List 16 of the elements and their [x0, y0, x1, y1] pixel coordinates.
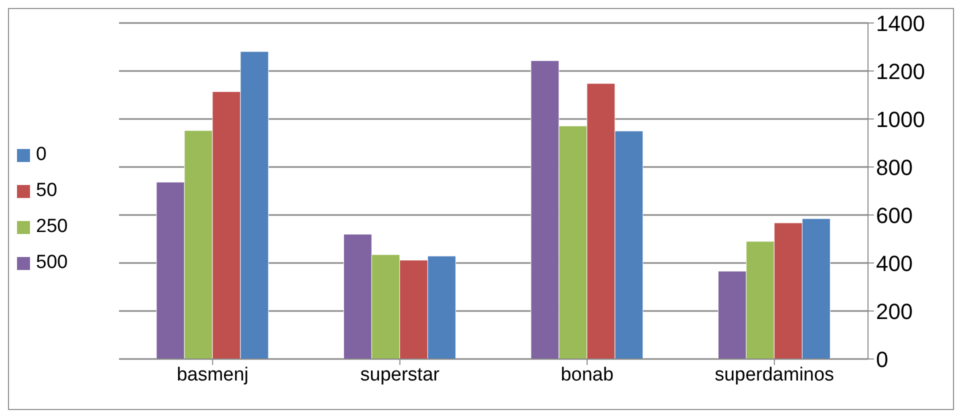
y-tick-label: 1200: [876, 58, 925, 84]
x-tick-label: superstar: [360, 364, 440, 386]
y-tick-label: 400: [876, 250, 913, 276]
legend-label: 250: [36, 216, 68, 238]
y-tick-label: 200: [876, 298, 913, 324]
legend-label: 0: [36, 144, 47, 166]
x-tick-label: bonab: [560, 364, 614, 386]
x-tick-label: basmenj: [176, 364, 249, 386]
y-tick-label: 1400: [876, 10, 925, 36]
x-tick-label: superdaminos: [714, 364, 834, 386]
y-tick-label: 800: [876, 154, 913, 180]
legend-label: 500: [36, 252, 68, 274]
y-tick-label: 1000: [876, 106, 925, 132]
y-tick-label: 0: [876, 346, 888, 372]
y-tick-label: 600: [876, 202, 913, 228]
legend-label: 50: [36, 180, 58, 202]
